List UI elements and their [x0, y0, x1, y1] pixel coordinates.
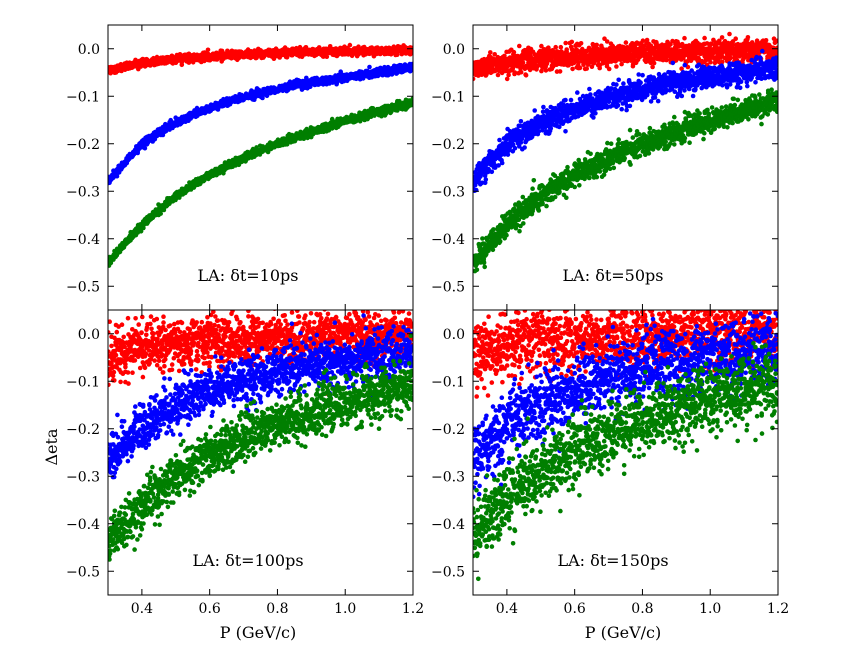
y-tick-label: 0.0 [78, 42, 100, 58]
scatter-point [410, 63, 413, 68]
scatter-point [410, 96, 413, 101]
scatter-point [518, 69, 524, 75]
y-tick-label: −0.4 [66, 232, 100, 248]
scatter-point [606, 66, 612, 72]
y-tick-label: −0.2 [66, 137, 100, 153]
scatter-point [558, 44, 564, 50]
scatter-point [570, 66, 575, 72]
scatter-series-3 [108, 96, 413, 268]
scatter-point [553, 44, 558, 50]
x-axis-label-left: P (GeV/c) [220, 623, 297, 642]
scatter-point [543, 68, 549, 73]
scatter-point [517, 43, 522, 49]
x-axis-label-right: P (GeV/c) [585, 623, 662, 642]
y-tick-label: −0.3 [66, 184, 100, 200]
scatter-point [205, 47, 211, 53]
scatter-point [569, 39, 575, 45]
panel-data [108, 42, 413, 268]
scatter-point [578, 41, 584, 46]
scatter-point [324, 54, 330, 59]
scatter-point [410, 50, 413, 55]
y-tick-label: −0.1 [66, 89, 100, 105]
scatter-point [114, 173, 120, 179]
scatter-point [473, 76, 476, 82]
scatter-point [488, 50, 493, 55]
scatter-point [410, 101, 413, 107]
scatter-point [254, 145, 259, 150]
scatter-point [347, 42, 353, 48]
scatter-point [577, 65, 583, 71]
scatter-point [158, 211, 163, 216]
scatter-point [584, 66, 589, 71]
scatter-point [523, 73, 529, 78]
scatter-series-2 [108, 61, 413, 186]
scatter-point [271, 56, 277, 61]
y-tick-label: −0.5 [66, 279, 100, 295]
scatter-point [563, 40, 568, 46]
scatter-point [367, 64, 372, 70]
y-axis-label: Δeta [42, 428, 61, 465]
panel-data [473, 31, 778, 274]
scatter-point [495, 72, 501, 78]
scatter-point [623, 40, 629, 45]
scatter-point [557, 69, 563, 74]
scatter-point [142, 145, 148, 151]
panel-1: 0.0 −0.1 −0.2 −0.3 −0.4 −0.5 LA: δt=10ps [66, 24, 414, 311]
panel-label: LA: δt=10ps [198, 266, 299, 285]
scatter-series-1 [108, 42, 413, 76]
panel-2: 0.0−0.1−0.2−0.3−0.4−0.5LA: δt=50ps [431, 24, 779, 311]
scatter-point [594, 42, 599, 48]
scatter-point [614, 64, 619, 69]
scatter-point [135, 150, 140, 156]
